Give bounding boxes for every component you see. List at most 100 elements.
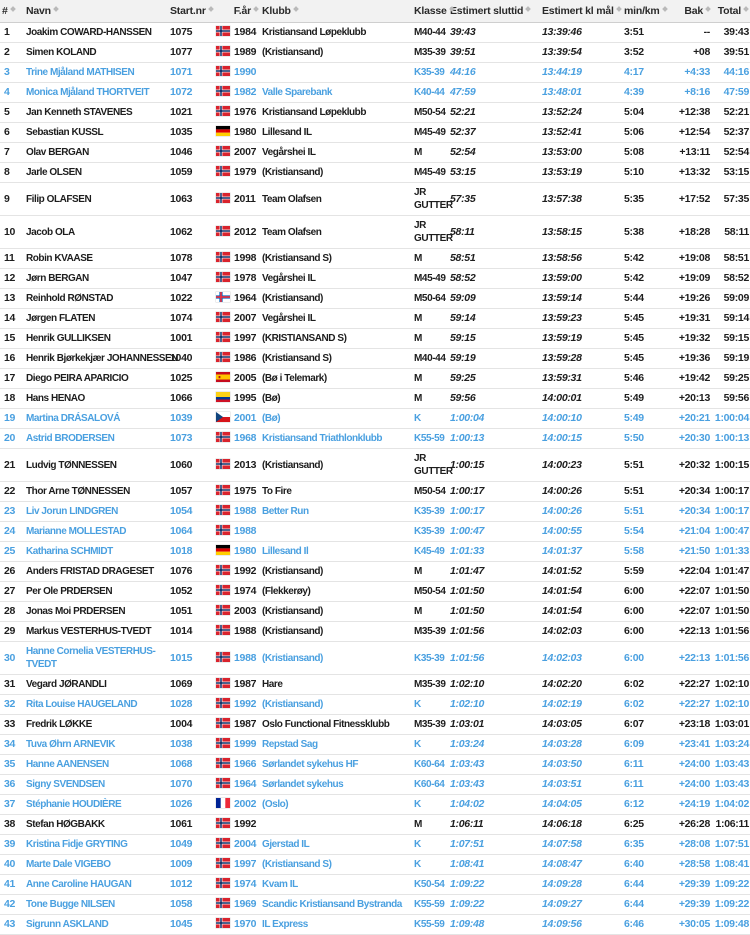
column-header-class[interactable]: Klasse — [412, 0, 455, 23]
sort-icon[interactable] — [292, 6, 299, 12]
result-row-19[interactable]: 19 Martina DRÁSALOVÁ 1039 2001 (Bø) K 1:00:04 1… — [0, 408, 750, 429]
sort-icon[interactable] — [615, 6, 622, 12]
runner-name: Markus VESTERHUS-TVEDT — [26, 626, 152, 637]
result-row-4[interactable]: 4 Monica Mjåland THORTVEIT 1072 1982 Valle S… — [0, 82, 750, 103]
result-row-14[interactable]: 14 Jørgen FLATEN 1074 2007 Vegårshei IL M 59:1… — [0, 308, 750, 329]
result-row-7[interactable]: 7 Olav BERGAN 1046 2007 Vegårshei IL M 52:54 13… — [0, 142, 750, 163]
cell-birth-year: 1980 — [214, 541, 260, 562]
cell-behind: +22:07 — [666, 601, 712, 622]
column-header-behind[interactable]: Bak — [666, 0, 712, 23]
cell-class: M35-39 — [412, 714, 448, 735]
cell-estimated-finish-time: 59:09 — [448, 288, 540, 309]
result-row-8[interactable]: 8 Jarle OLSEN 1059 1979 (Kristiansand) M45-49… — [0, 162, 750, 183]
total-time: 1:00:47 — [714, 525, 749, 537]
cell-behind: +28:08 — [666, 834, 712, 855]
result-row-33[interactable]: 33 Fredrik LØKKE 1004 1987 Oslo Functional F… — [0, 714, 750, 735]
result-row-22[interactable]: 22 Thor Arne TØNNESSEN 1057 1975 To Fire M50-… — [0, 481, 750, 502]
cell-start-number: 1072 — [168, 82, 214, 103]
total-time: 1:06:11 — [715, 818, 749, 830]
cell-club: (Kristiansand) — [260, 288, 412, 309]
sort-icon[interactable] — [9, 6, 16, 12]
result-row-38[interactable]: 38 Stefan HØGBAKK 1061 1992 M 1:06:11 14:06:18… — [0, 814, 750, 835]
birth-year: 2004 — [234, 838, 257, 850]
sort-icon[interactable] — [705, 6, 711, 12]
result-row-28[interactable]: 28 Jonas Moi PRDERSEN 1051 2003 (Kristiansan… — [0, 601, 750, 622]
cell-position: 13 — [0, 288, 24, 309]
cell-club: Valle Sparebank — [260, 82, 412, 103]
cell-start-number: 1076 — [168, 561, 214, 582]
result-row-20[interactable]: 20 Astrid BRODERSEN 1073 1968 Kristiansand T… — [0, 428, 750, 449]
flag-norway-icon — [216, 678, 230, 688]
cell-estimated-finish-time: 1:01:33 — [448, 541, 540, 562]
sort-icon[interactable] — [743, 6, 749, 12]
total-time: 1:03:01 — [714, 718, 749, 730]
sort-icon[interactable] — [53, 6, 59, 12]
result-row-21[interactable]: 21 Ludvig TØNNESSEN 1060 2013 (Kristiansand)… — [0, 448, 750, 482]
result-row-43[interactable]: 43 Sigrunn ASKLAND 1045 1970 IL Express K55-5… — [0, 914, 750, 935]
cell-position: 16 — [0, 348, 24, 369]
result-row-3[interactable]: 3 Trine Mjåland MATHISEN 1071 1990 K35-39 44:… — [0, 62, 750, 83]
result-row-18[interactable]: 18 Hans HENAO 1066 1995 (Bø) M 59:56 14:00:01 5:… — [0, 388, 750, 409]
result-row-31[interactable]: 31 Vegard JØRANDLI 1069 1987 Hare M35-39 1:02:… — [0, 674, 750, 695]
result-row-42[interactable]: 42 Tone Bugge NILSEN 1058 1969 Scandic Krist… — [0, 894, 750, 915]
result-row-12[interactable]: 12 Jørn BERGAN 1047 1978 Vegårshei IL M45-49 5… — [0, 268, 750, 289]
cell-class: K35-39 — [412, 641, 448, 675]
sort-icon[interactable] — [207, 6, 214, 12]
result-row-2[interactable]: 2 Simen KOLAND 1077 1989 (Kristiansand) M35-3… — [0, 42, 750, 63]
cell-estimated-finish-time: 59:19 — [448, 348, 540, 369]
result-row-15[interactable]: 15 Henrik GULLIKSEN 1001 1997 (KRISTIANSAND … — [0, 328, 750, 349]
cell-class: M — [412, 388, 448, 409]
cell-start-number: 1038 — [168, 734, 214, 755]
result-row-16[interactable]: 16 Henrik Bjørkekjær JOHANNESSEN 1040 1986(… — [0, 348, 750, 369]
result-row-27[interactable]: 27 Per Ole PRDERSEN 1052 1974 (Flekkerøy) M50… — [0, 581, 750, 602]
result-row-5[interactable]: 5 Jan Kenneth STAVENES 1021 1976 Kristiansan… — [0, 102, 750, 123]
cell-behind: +21:50 — [666, 541, 712, 562]
column-header-bib[interactable]: Start.nr — [168, 0, 214, 23]
result-row-1[interactable]: 1 Joakim COWARD-HANSSEN 1075 1984 Kristiansa… — [0, 22, 750, 43]
column-header-name[interactable]: Navn — [24, 0, 168, 23]
column-header-year[interactable]: F.år — [214, 0, 260, 23]
cell-start-number: 1074 — [168, 308, 214, 329]
column-header-pos[interactable]: # — [0, 0, 24, 23]
result-row-32[interactable]: 32 Rita Louise HAUGELAND 1028 1992 (Kristian… — [0, 694, 750, 715]
result-row-23[interactable]: 23 Liv Jorun LINDGREN 1054 1988 Better Run K3… — [0, 501, 750, 522]
result-row-11[interactable]: 11 Robin KVAASE 1078 1998 (Kristiansand S) M 5… — [0, 248, 750, 269]
result-row-36[interactable]: 36 Signy SVENDSEN 1070 1964 Sørlandet sykehu… — [0, 774, 750, 795]
result-row-34[interactable]: 34 Tuva Øhrn ARNEVIK 1038 1999 Repstad Sag K 1… — [0, 734, 750, 755]
result-row-25[interactable]: 25 Katharina SCHMIDT 1018 1980 Lillesand Il K… — [0, 541, 750, 562]
sort-icon[interactable] — [661, 6, 668, 12]
result-row-24[interactable]: 24 Marianne MOLLESTAD 1064 1988 K35-39 1:00:4… — [0, 521, 750, 542]
result-row-41[interactable]: 41 Anne Caroline HAUGAN 1012 1974 Kvam IL K50… — [0, 874, 750, 895]
cell-start-number: 1022 — [168, 288, 214, 309]
cell-birth-year: 2004 — [214, 834, 260, 855]
birth-year: 2001 — [234, 412, 257, 424]
column-header-estclk[interactable]: Estimert kl mål — [540, 0, 622, 23]
result-row-39[interactable]: 39 Kristina Fidje GRYTING 1049 2004 Gjerstad… — [0, 834, 750, 855]
cell-name: Olav BERGAN — [24, 142, 168, 163]
cell-start-number: 1021 — [168, 102, 214, 123]
result-row-37[interactable]: 37 Stéphanie HOUDIÈRE 1026 2002 (Oslo) K 1:04:… — [0, 794, 750, 815]
column-header-total[interactable]: Total — [712, 0, 750, 23]
result-row-13[interactable]: 13 Reinhold RØNSTAD 1022 1964 (Kristiansand)… — [0, 288, 750, 309]
result-row-6[interactable]: 6 Sebastian KUSSL 1035 1980 Lillesand IL M45-… — [0, 122, 750, 143]
cell-class: M — [412, 601, 448, 622]
result-row-35[interactable]: 35 Hanne AANENSEN 1068 1966 Sørlandet sykehu… — [0, 754, 750, 775]
cell-total: 1:08:41 — [712, 854, 750, 875]
cell-birth-year: 1999 — [214, 734, 260, 755]
column-header-estfin[interactable]: Estimert sluttid — [448, 0, 540, 23]
result-row-26[interactable]: 26 Anders FRISTAD DRAGESET 1076 1992 (Kristi… — [0, 561, 750, 582]
cell-start-number: 1039 — [168, 408, 214, 429]
result-row-10[interactable]: 10 Jacob OLA 1062 2012 Team Olafsen JR GUTTER… — [0, 215, 750, 249]
result-row-29[interactable]: 29 Markus VESTERHUS-TVEDT 1014 1988 (Kristia… — [0, 621, 750, 642]
birth-year: 1966 — [234, 758, 257, 770]
result-row-40[interactable]: 40 Marte Dale VIGEBO 1009 1997 (Kristiansand… — [0, 854, 750, 875]
column-header-club[interactable]: Klubb — [260, 0, 412, 23]
sort-icon[interactable] — [525, 6, 532, 12]
result-row-30[interactable]: 30 Hanne Cornelia VESTERHUS- TVEDT 1015 198… — [0, 641, 750, 675]
column-label-class: Klasse — [414, 5, 447, 17]
result-row-9[interactable]: 9 Filip OLAFSEN 1063 2011 Team Olafsen JR GUT… — [0, 182, 750, 216]
column-header-pace[interactable]: min/km — [622, 0, 668, 23]
result-row-17[interactable]: 17 Diego PEIRA APARICIO 1025 2005 (Bø i Tele… — [0, 368, 750, 389]
cell-birth-year: 1964 — [214, 774, 260, 795]
sort-icon[interactable] — [253, 6, 259, 12]
